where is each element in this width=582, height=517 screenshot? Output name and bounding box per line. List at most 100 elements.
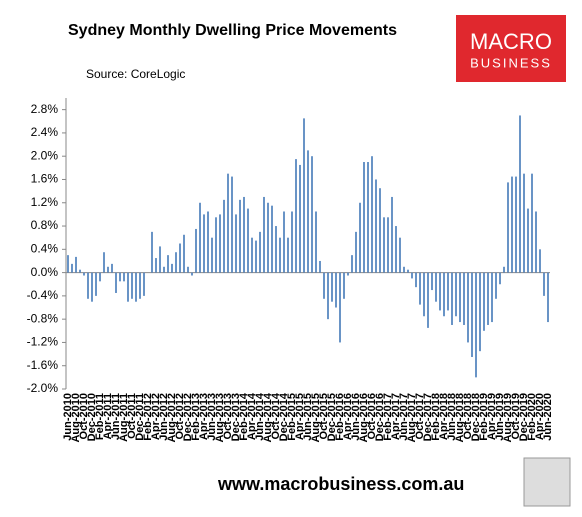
x-tick-label: Dec-2019 [518, 393, 530, 441]
bar [427, 272, 429, 328]
bar [379, 188, 381, 273]
x-tick-label: Aug-2011 [118, 393, 130, 442]
y-tick-label: -0.4% [27, 288, 59, 302]
y-tick-label: -0.8% [27, 311, 59, 325]
bar [247, 208, 249, 273]
x-tick-label: Oct-2016 [366, 393, 378, 439]
bar [351, 255, 353, 273]
bar [311, 156, 313, 273]
bar [231, 176, 233, 273]
logo-text: BUSINESS [470, 55, 552, 70]
x-tick-label: Jun-2012 [158, 393, 170, 441]
bar [391, 196, 393, 273]
bar [279, 237, 281, 273]
y-tick-label: 2.0% [31, 148, 59, 162]
x-tick-label: Aug-2018 [454, 393, 466, 443]
x-tick-label: Feb-2013 [190, 393, 202, 441]
x-tick-label: Feb-2012 [142, 393, 154, 441]
bar [415, 272, 417, 288]
bar [211, 237, 213, 273]
x-tick-label: Feb-2015 [286, 393, 298, 441]
bar [515, 176, 517, 273]
bar [447, 272, 449, 311]
bar [291, 211, 293, 273]
x-tick-label: Dec-2015 [326, 393, 338, 441]
x-tick-label: Jun-2013 [206, 393, 218, 441]
bar [303, 118, 305, 273]
x-tick-label: Dec-2011 [134, 393, 146, 441]
x-tick-label: Aug-2017 [406, 393, 418, 443]
bar [243, 196, 245, 273]
x-tick-label: Aug-2016 [358, 393, 370, 443]
bar [335, 272, 337, 308]
bar [95, 272, 97, 296]
bar [459, 272, 461, 323]
x-tick-label: Apr-2011 [102, 393, 114, 439]
bar [131, 272, 133, 299]
bar [347, 272, 349, 276]
x-tick-label: Dec-2012 [182, 393, 194, 441]
x-tick-label: Oct-2018 [462, 393, 474, 439]
bar [83, 272, 85, 276]
bar [439, 272, 441, 311]
bar [343, 272, 345, 299]
bar [399, 237, 401, 273]
x-tick-label: Oct-2014 [270, 392, 282, 439]
bar [467, 272, 469, 343]
bar [227, 173, 229, 273]
bar [135, 272, 137, 302]
bar [375, 179, 377, 273]
chart-title: Sydney Monthly Dwelling Price Movements [68, 22, 397, 39]
x-tick-label: Aug-2015 [310, 393, 322, 443]
bar [119, 272, 121, 282]
bar [143, 272, 145, 296]
y-tick-label: -1.6% [27, 358, 59, 372]
bar [535, 211, 537, 273]
bar [323, 272, 325, 299]
logo-box [456, 15, 566, 82]
bar [411, 272, 413, 279]
bar [483, 272, 485, 331]
x-tick-label: Dec-2017 [422, 393, 434, 441]
bar [215, 217, 217, 273]
y-tick-label: -1.2% [27, 335, 59, 349]
bar [87, 272, 89, 299]
bar [511, 176, 513, 273]
y-tick-label: 0.4% [31, 241, 59, 255]
bar [299, 164, 301, 273]
bar [455, 272, 457, 317]
bar [419, 272, 421, 305]
x-tick-label: Aug-2012 [166, 393, 178, 443]
bar [487, 272, 489, 325]
logo-text: MACRO [470, 29, 552, 54]
x-tick-label: Apr-2012 [150, 393, 162, 440]
bar [359, 202, 361, 273]
bar [435, 272, 437, 302]
bar [315, 211, 317, 273]
bar [431, 272, 433, 291]
bar [395, 226, 397, 273]
bar [195, 228, 197, 273]
bar [255, 240, 257, 273]
bar [171, 263, 173, 273]
x-tick-label: Apr-2016 [342, 393, 354, 440]
bar [527, 208, 529, 273]
bar [283, 211, 285, 273]
x-tick-label: Oct-2011 [126, 393, 138, 439]
bar [451, 272, 453, 325]
bar [387, 217, 389, 273]
bar [151, 231, 153, 273]
y-tick-label: 0.0% [31, 265, 59, 279]
bar [91, 272, 93, 302]
bar [263, 196, 265, 273]
x-tick-label: Feb-2011 [94, 393, 106, 440]
bar [523, 173, 525, 273]
x-tick-label: Feb-2017 [382, 393, 394, 441]
bar [507, 182, 509, 273]
bar [327, 272, 329, 320]
x-tick-label: Jun-2010 [62, 393, 74, 441]
bar [407, 269, 409, 273]
bar [331, 272, 333, 302]
